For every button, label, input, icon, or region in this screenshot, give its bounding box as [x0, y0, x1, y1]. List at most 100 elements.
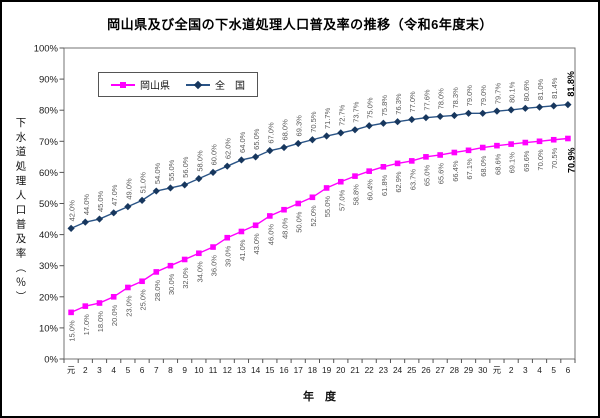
data-point	[352, 173, 358, 179]
data-point	[535, 103, 544, 111]
x-tick-label: 4	[537, 365, 542, 375]
x-tick-label: 4	[111, 365, 116, 375]
data-point	[408, 158, 415, 164]
x-tick-label: 15	[265, 365, 275, 375]
data-label: 43.0%	[252, 233, 261, 255]
x-tick-label: 12	[223, 365, 233, 375]
series-zenkoku: 42.0% 44.0% 45.0% 47.0% 49.0% 51.0% 54.0% 55.0%…	[67, 71, 576, 232]
data-label: 52.0%	[309, 205, 318, 227]
data-point	[68, 309, 74, 316]
data-point	[280, 143, 288, 152]
data-label: 39.0%	[224, 245, 233, 267]
data-label: 44.0%	[82, 194, 91, 216]
data-label: 64.0%	[238, 131, 247, 153]
x-tick-label: 2	[83, 365, 88, 375]
data-label: 78.0%	[437, 88, 446, 110]
x-tick-label: 11	[209, 365, 218, 375]
x-tick-label: 元	[67, 365, 75, 375]
data-label: 34.0%	[195, 261, 204, 283]
okayama-series-marker-icon	[111, 80, 135, 89]
data-point	[565, 135, 571, 142]
legend-label-zenkoku: 全 国	[215, 81, 245, 92]
data-label: 49.0%	[124, 178, 133, 200]
data-point	[422, 114, 430, 122]
data-label: 48.0%	[281, 217, 290, 239]
x-tick-label: 7	[154, 365, 159, 375]
data-point	[479, 109, 487, 117]
x-tick-label: 30	[478, 365, 488, 375]
data-point	[294, 139, 302, 148]
data-point	[82, 303, 89, 309]
x-tick-label: 8	[168, 365, 173, 375]
data-point	[153, 269, 160, 275]
data-point	[110, 294, 117, 300]
data-label: 79.0%	[479, 85, 488, 107]
data-label: 80.6%	[522, 80, 531, 102]
y-tick-label: 0%	[44, 355, 58, 366]
data-label: 65.6%	[437, 163, 446, 185]
data-label: 32.0%	[181, 267, 190, 289]
data-point	[366, 168, 372, 174]
data-label: 68.0%	[281, 119, 290, 141]
data-label: 79.0%	[465, 85, 474, 107]
data-point	[223, 162, 231, 170]
data-label: 79.7%	[493, 83, 502, 105]
x-tick-label: 9	[182, 365, 187, 375]
x-axis-title: 年 度	[303, 391, 336, 403]
data-label: 18.0%	[96, 311, 105, 333]
data-label: 80.1%	[508, 81, 517, 103]
x-tick-label: 14	[251, 365, 261, 375]
data-label: 60.4%	[366, 179, 375, 201]
data-point	[110, 209, 118, 217]
data-point	[380, 164, 387, 170]
data-label: 45.0%	[96, 190, 105, 212]
x-tick-label: 20	[336, 365, 346, 375]
data-point	[507, 106, 515, 114]
data-label: 65.0%	[422, 165, 431, 187]
data-label: 69.3%	[295, 115, 304, 137]
data-point	[450, 111, 458, 120]
data-point	[308, 136, 317, 144]
data-point	[465, 147, 472, 154]
y-tick-label: 80%	[39, 106, 59, 117]
data-point	[550, 102, 558, 110]
y-axis: 0% 10% 20% 30% 40% 50% 60% 70% 80% 90% 100%	[34, 44, 64, 366]
x-tick-label: 6	[566, 365, 571, 375]
x-axis: 元 2 3 4 5 6 7 8 9 10 11 12 13 14 15 16 17 18 19 20 21 22 23 24 2…	[63, 359, 576, 375]
data-label: 46.0%	[266, 224, 275, 246]
data-point	[237, 156, 246, 164]
x-tick-label: 21	[350, 365, 360, 375]
data-point	[152, 187, 160, 195]
data-label: 77.6%	[422, 89, 431, 111]
data-label: 67.1%	[465, 158, 474, 180]
data-label: 73.7%	[351, 101, 360, 123]
x-tick-label: 19	[322, 365, 332, 375]
data-point	[337, 129, 345, 137]
data-point	[394, 160, 401, 167]
data-label: 63.7%	[408, 169, 417, 191]
data-label: 71.7%	[323, 107, 332, 129]
data-label: 70.5%	[309, 111, 318, 133]
data-label: 81.8%	[566, 71, 576, 97]
x-tick-label: 18	[308, 365, 318, 375]
data-label: 75.8%	[380, 95, 389, 117]
data-point	[224, 234, 231, 241]
data-point	[437, 152, 443, 158]
y-tick-label: 40%	[39, 230, 59, 241]
x-tick-label: 16	[279, 365, 289, 375]
data-label: 67.0%	[266, 122, 275, 144]
data-point	[322, 132, 331, 140]
x-tick-label: 17	[294, 365, 304, 375]
data-point	[522, 139, 529, 146]
data-label: 58.0%	[195, 150, 204, 172]
y-tick-label: 30%	[39, 261, 59, 272]
data-label: 70.9%	[566, 148, 576, 174]
x-tick-label: 3	[523, 365, 528, 375]
data-point	[181, 181, 189, 189]
data-point	[393, 118, 402, 126]
x-tick-label: 6	[140, 365, 145, 375]
data-point	[464, 109, 473, 117]
data-point	[210, 244, 216, 250]
y-tick-label: 10%	[39, 323, 59, 334]
